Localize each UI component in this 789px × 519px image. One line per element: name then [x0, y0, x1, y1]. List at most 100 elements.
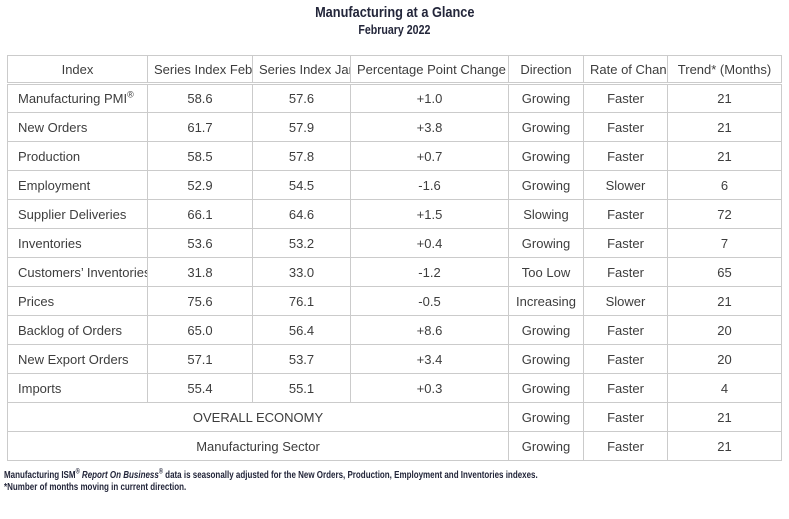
series-index-jan-cell: 33.0 — [252, 257, 351, 287]
percentage-point-change-cell: +0.3 — [350, 373, 509, 403]
series-index-feb-cell: 57.1 — [147, 344, 253, 374]
rate-cell: Faster — [583, 431, 668, 461]
percentage-point-change-cell: +1.5 — [350, 199, 509, 229]
rate-of-change-cell: Faster — [583, 199, 668, 229]
series-index-jan-cell: 64.6 — [252, 199, 351, 229]
direction-cell: Growing — [508, 315, 584, 345]
direction-cell: Growing — [508, 431, 584, 461]
index-cell: Manufacturing PMI® — [7, 83, 148, 113]
trend-cell: 4 — [667, 373, 782, 403]
rate-of-change-cell: Slower — [583, 170, 668, 200]
trend-cell: 21 — [667, 286, 782, 316]
index-cell: Inventories — [7, 228, 148, 258]
rate-of-change-cell: Faster — [583, 83, 668, 113]
index-cell: New Orders — [7, 112, 148, 142]
rate-of-change-cell: Slower — [583, 286, 668, 316]
summary-row-manufacturing-sector: Manufacturing Sector Growing Faster 21 — [7, 431, 782, 461]
series-index-jan-cell: 57.6 — [252, 83, 351, 113]
summary-row-overall-economy: OVERALL ECONOMY Growing Faster 21 — [7, 402, 782, 432]
series-index-jan-cell: 54.5 — [252, 170, 351, 200]
table-row: Employment 52.9 54.5 -1.6 Growing Slower… — [7, 170, 782, 200]
footnote-seasonal-adjustment: Manufacturing ISM® Report On Business® d… — [4, 468, 632, 482]
registered-mark: ® — [127, 89, 134, 100]
direction-cell: Growing — [508, 373, 584, 403]
series-index-feb-cell: 31.8 — [147, 257, 253, 287]
table-row: Supplier Deliveries 66.1 64.6 +1.5 Slowi… — [7, 199, 782, 229]
direction-cell: Growing — [508, 402, 584, 432]
footnote-report-on-business: Report On Business — [79, 470, 159, 481]
series-index-jan-cell: 76.1 — [252, 286, 351, 316]
trend-cell: 21 — [667, 112, 782, 142]
series-index-feb-cell: 75.6 — [147, 286, 253, 316]
index-label: Supplier Deliveries — [18, 206, 127, 222]
table-row: Prices 75.6 76.1 -0.5 Increasing Slower … — [7, 286, 782, 316]
index-label: Employment — [18, 177, 91, 193]
registered-mark: ® — [158, 468, 163, 476]
series-index-jan-cell: 53.2 — [252, 228, 351, 258]
direction-cell: Growing — [508, 112, 584, 142]
footnotes: Manufacturing ISM® Report On Business® d… — [4, 468, 789, 494]
direction-cell: Increasing — [508, 286, 584, 316]
percentage-point-change-cell: +3.4 — [350, 344, 509, 374]
series-index-feb-cell: 66.1 — [147, 199, 253, 229]
header-rate-of-change: Rate of Change — [583, 55, 668, 85]
report-month: February 2022 — [0, 22, 789, 39]
series-index-feb-cell: 53.6 — [147, 228, 253, 258]
table-row: Production 58.5 57.8 +0.7 Growing Faster… — [7, 141, 782, 171]
trend-cell: 7 — [667, 228, 782, 258]
direction-cell: Growing — [508, 344, 584, 374]
percentage-point-change-cell: +0.4 — [350, 228, 509, 258]
series-index-jan-cell: 57.8 — [252, 141, 351, 171]
index-label: New Orders — [18, 119, 88, 135]
percentage-point-change-cell: -1.2 — [350, 257, 509, 287]
trend-cell: 21 — [667, 83, 782, 113]
rate-of-change-cell: Faster — [583, 257, 668, 287]
percentage-point-change-cell: +0.7 — [350, 141, 509, 171]
rate-cell: Faster — [583, 402, 668, 432]
percentage-point-change-cell: -0.5 — [350, 286, 509, 316]
table-row: Inventories 53.6 53.2 +0.4 Growing Faste… — [7, 228, 782, 258]
direction-cell: Slowing — [508, 199, 584, 229]
index-cell: Employment — [7, 170, 148, 200]
rate-of-change-cell: Faster — [583, 315, 668, 345]
index-cell: Production — [7, 141, 148, 171]
footnote-trend-definition: *Number of months moving in current dire… — [4, 482, 632, 494]
index-label: Inventories — [18, 235, 82, 251]
index-label: Manufacturing PMI — [18, 91, 128, 106]
trend-cell: 72 — [667, 199, 782, 229]
series-index-jan-cell: 57.9 — [252, 112, 351, 142]
header-percentage-point-change: Percentage Point Change — [350, 55, 509, 85]
index-cell: Prices — [7, 286, 148, 316]
header-index: Index — [7, 55, 148, 85]
header-series-index-feb: Series Index Feb — [147, 55, 253, 85]
trend-cell: 21 — [667, 141, 782, 171]
table-header: Index Series Index Feb Series Index Jan … — [7, 55, 782, 85]
table-body: Manufacturing PMI® 58.6 57.6 +1.0 Growin… — [7, 83, 782, 403]
percentage-point-change-cell: +8.6 — [350, 315, 509, 345]
footnote-line2-text: *Number of months moving in current dire… — [4, 481, 187, 493]
rate-of-change-cell: Faster — [583, 228, 668, 258]
summary-label: Manufacturing Sector — [7, 431, 509, 461]
header-direction: Direction — [508, 55, 584, 85]
footnote-seg1: Manufacturing ISM — [4, 470, 76, 481]
direction-cell: Growing — [508, 141, 584, 171]
trend-cell: 65 — [667, 257, 782, 287]
series-index-jan-cell: 53.7 — [252, 344, 351, 374]
series-index-feb-cell: 52.9 — [147, 170, 253, 200]
series-index-feb-cell: 61.7 — [147, 112, 253, 142]
index-label: Prices — [18, 293, 55, 309]
series-index-jan-cell: 55.1 — [252, 373, 351, 403]
header-series-index-jan: Series Index Jan — [252, 55, 351, 85]
index-label: New Export Orders — [18, 351, 129, 367]
direction-cell: Growing — [508, 170, 584, 200]
table-row: New Orders 61.7 57.9 +3.8 Growing Faster… — [7, 112, 782, 142]
direction-cell: Growing — [508, 228, 584, 258]
header-trend-months: Trend* (Months) — [667, 55, 782, 85]
series-index-feb-cell: 58.5 — [147, 141, 253, 171]
percentage-point-change-cell: -1.6 — [350, 170, 509, 200]
series-index-feb-cell: 58.6 — [147, 83, 253, 113]
series-index-feb-cell: 65.0 — [147, 315, 253, 345]
footnote-seg3: data is seasonally adjusted for the New … — [162, 470, 538, 481]
index-label: Production — [18, 148, 81, 164]
table-row: Manufacturing PMI® 58.6 57.6 +1.0 Growin… — [7, 83, 782, 113]
